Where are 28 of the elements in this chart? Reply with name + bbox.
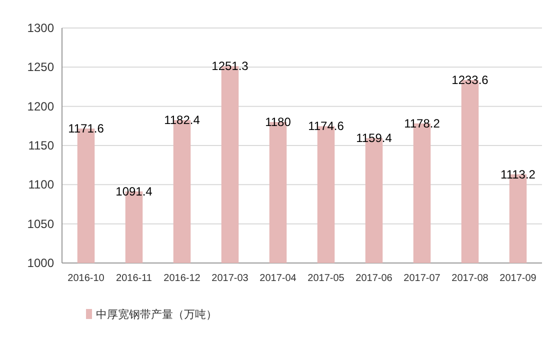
y-tick-label: 1300 bbox=[27, 21, 54, 35]
data-label: 1233.6 bbox=[452, 73, 489, 88]
x-tick-label: 2017-05 bbox=[308, 273, 345, 284]
x-tick-label: 2016-12 bbox=[164, 273, 201, 284]
y-tick-label: 1250 bbox=[27, 60, 54, 74]
data-label: 1178.2 bbox=[404, 116, 440, 130]
data-label: 1182.4 bbox=[164, 113, 200, 128]
x-tick-label: 2017-03 bbox=[212, 273, 249, 284]
x-tick-label: 2017-04 bbox=[260, 273, 297, 284]
x-tick-label: 2016-10 bbox=[68, 273, 105, 284]
data-label: 1159.4 bbox=[356, 131, 392, 146]
data-label: 1171.6 bbox=[68, 122, 104, 136]
x-tick-label: 2017-08 bbox=[452, 273, 489, 284]
y-tick-label: 1100 bbox=[28, 178, 54, 192]
data-label: 1251.3 bbox=[212, 59, 249, 74]
x-tick-label: 2016-11 bbox=[116, 273, 152, 284]
data-label: 1091.4 bbox=[116, 184, 153, 198]
y-tick-label: 1050 bbox=[27, 216, 54, 231]
data-label: 1113.2 bbox=[500, 167, 536, 182]
y-tick-label: 1200 bbox=[27, 99, 54, 114]
data-label: 1180 bbox=[265, 115, 292, 129]
x-tick-label: 2017-07 bbox=[404, 273, 441, 284]
y-tick-label: 1000 bbox=[27, 256, 54, 270]
legend-label: 中厚宽钢带产量（万吨） bbox=[96, 308, 217, 321]
y-tick-label: 1150 bbox=[28, 138, 54, 152]
x-tick-label: 2017-06 bbox=[356, 273, 393, 284]
data-label: 1174.6 bbox=[308, 119, 344, 134]
x-tick-label: 2017-09 bbox=[500, 273, 537, 284]
